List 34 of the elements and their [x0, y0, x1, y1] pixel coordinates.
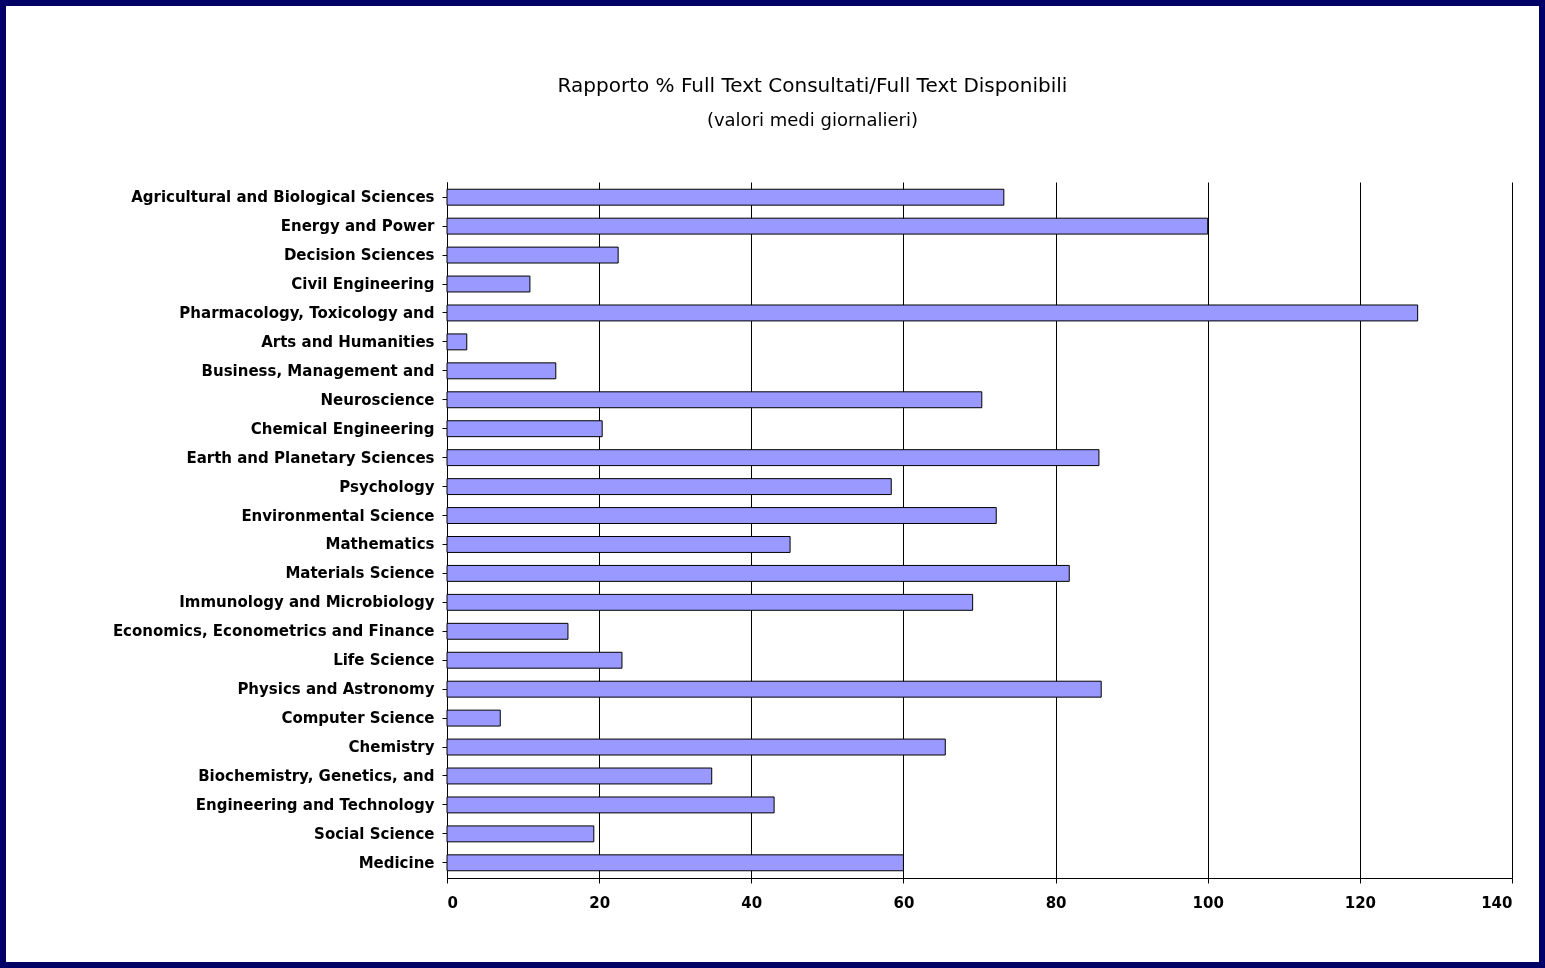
y-tick-label: Immunology and Microbiology	[179, 593, 435, 612]
y-tick-label: Social Science	[314, 824, 435, 843]
y-tick-label: Neuroscience	[320, 390, 435, 409]
x-tick-label: 0	[447, 893, 458, 912]
y-tick-label: Civil Engineering	[291, 275, 435, 294]
x-tick-label: 100	[1192, 893, 1224, 912]
y-tick-label: Biochemistry, Genetics, and	[198, 766, 435, 785]
y-tick-label: Mathematics	[325, 535, 435, 554]
y-tick-label: Earth and Planetary Sciences	[186, 448, 435, 467]
chart-title: Rapporto % Full Text Consultati/Full Text Disponibili	[557, 73, 1068, 97]
y-tick-label: Chemistry	[348, 738, 435, 757]
y-tick-label: Psychology	[339, 477, 435, 496]
x-tick-label: 140	[1481, 893, 1513, 912]
y-tick-label: Materials Science	[285, 564, 435, 583]
y-tick-label: Energy and Power	[280, 217, 436, 236]
y-tick-label: Engineering and Technology	[195, 795, 435, 814]
y-tick-label: Economics, Econometrics and Finance	[112, 622, 435, 641]
x-tick-label: 60	[893, 893, 915, 912]
y-tick-label: Pharmacology, Toxicology and	[179, 303, 435, 322]
y-tick-label: Medicine	[358, 853, 435, 872]
y-tick-label: Business, Management and	[201, 361, 435, 380]
y-tick-label: Life Science	[333, 651, 435, 670]
y-tick-label: Chemical Engineering	[250, 419, 435, 438]
y-tick-label: Decision Sciences	[283, 246, 435, 265]
x-tick-label: 80	[1045, 893, 1067, 912]
y-tick-label: Computer Science	[281, 709, 435, 728]
y-tick-label: Agricultural and Biological Sciences	[131, 188, 435, 207]
chart-subtitle: (valori medi giornalieri)	[706, 109, 918, 130]
x-tick-label: 120	[1344, 893, 1377, 912]
y-tick-label: Environmental Science	[241, 506, 435, 525]
y-tick-label: Physics and Astronomy	[237, 680, 435, 699]
x-tick-label: 20	[589, 893, 611, 912]
y-tick-label: Arts and Humanities	[261, 332, 435, 351]
x-tick-label: 40	[741, 893, 763, 912]
